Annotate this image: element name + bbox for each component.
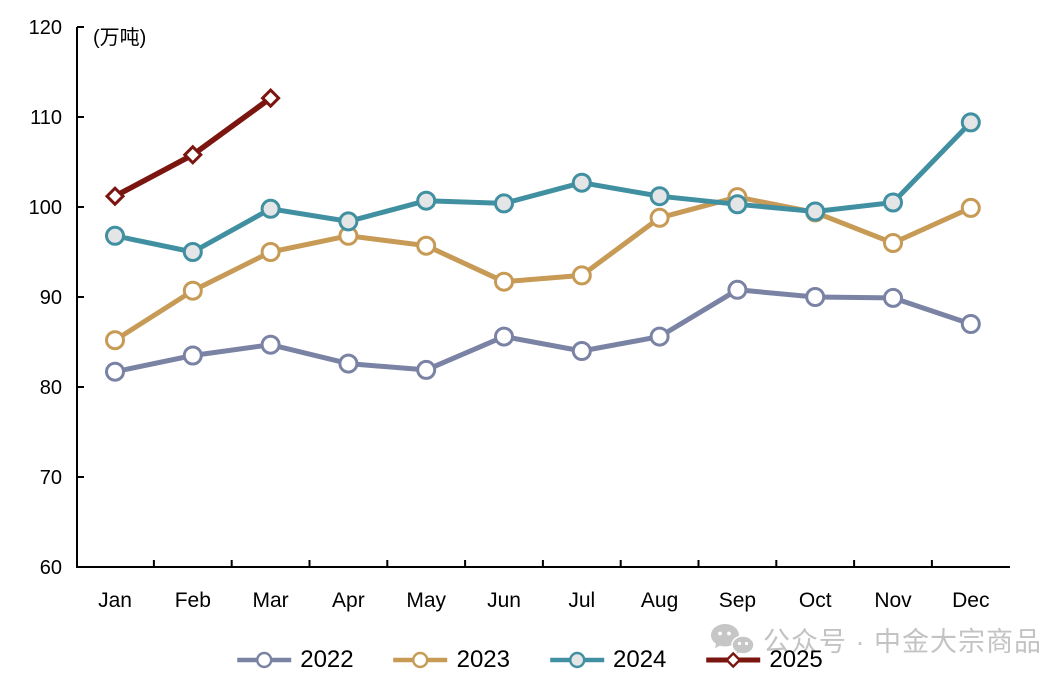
data-point-circle [416, 235, 437, 256]
data-point-circle [568, 651, 586, 669]
x-tick-label: Apr [332, 589, 365, 612]
y-tick-label: 70 [40, 467, 62, 489]
data-point-circle [960, 112, 981, 133]
y-axis-unit-label: (万吨) [93, 26, 146, 49]
data-point-circle [338, 211, 359, 232]
data-point-circle [649, 207, 670, 228]
data-point-circle [260, 198, 281, 219]
x-tick-label: Jul [568, 589, 595, 612]
data-point-circle [105, 330, 125, 351]
data-point-circle [105, 225, 125, 246]
y-tick-label: 100 [29, 197, 62, 219]
data-point-diamond [725, 651, 742, 669]
data-point-circle [338, 353, 359, 374]
x-tick-label: Dec [952, 589, 989, 612]
series-2022 [105, 279, 981, 382]
series-line-2023 [112, 194, 974, 343]
data-point-circle [571, 172, 592, 193]
legend-item-2022: 2022 [235, 646, 354, 673]
data-point-circle [494, 193, 514, 214]
data-point-circle [571, 341, 592, 361]
x-tick-label: Feb [175, 589, 211, 612]
data-point-circle [727, 194, 748, 215]
y-tick-label: 80 [40, 377, 62, 399]
data-point-circle [182, 242, 203, 262]
data-point-circle [571, 265, 592, 286]
data-point-circle [412, 651, 429, 669]
legend: 2022 2023 2024 2025 [235, 648, 823, 672]
x-tick-label: Jun [487, 589, 521, 612]
series-2025 [104, 87, 281, 207]
x-tick-labels: Jan Feb Mar Apr May Jun Jul Aug Sep Oct Nov Dec [98, 589, 989, 612]
x-tick-label: Nov [874, 589, 912, 612]
data-point-circle [494, 326, 514, 347]
series-2023 [105, 187, 981, 351]
legend-label-2025: 2025 [769, 646, 823, 673]
data-point-circle [416, 190, 437, 211]
watermark-text: 公众号 · 中金大宗商品 [763, 627, 1042, 657]
series-line-2024 [112, 119, 974, 255]
data-point-circle [960, 314, 981, 334]
data-point-circle [260, 242, 281, 262]
data-point-circle [182, 345, 203, 366]
data-point-circle [260, 334, 281, 355]
legend-item-2023: 2023 [392, 648, 510, 672]
data-point-diamond [182, 144, 203, 165]
y-ticks [77, 26, 84, 568]
legend-item-2024: 2024 [548, 648, 666, 672]
data-point-circle [416, 359, 437, 380]
x-tick-label: Mar [253, 589, 289, 612]
watermark: 公众号 · 中金大宗商品 [709, 620, 1042, 659]
y-tick-labels: 60 70 80 90 100 110 120 [29, 17, 62, 579]
x-tick-label: Jan [98, 589, 132, 612]
y-tick-label: 90 [40, 287, 62, 309]
data-point-diamond [260, 87, 281, 109]
series-line-2022 [112, 287, 974, 375]
series-2024 [105, 112, 981, 262]
data-point-circle [649, 326, 670, 347]
data-point-circle [883, 287, 903, 308]
x-tick-label: Oct [799, 589, 832, 612]
data-point-diamond [104, 186, 126, 207]
data-point-circle [256, 651, 273, 669]
y-tick-label: 120 [29, 17, 62, 39]
data-point-circle [494, 271, 514, 292]
data-point-circle [182, 280, 203, 301]
data-point-circle [805, 201, 826, 222]
data-point-circle [727, 279, 748, 300]
y-tick-label: 60 [40, 557, 62, 579]
data-point-circle [960, 197, 981, 218]
data-point-circle [805, 287, 826, 307]
x-ticks [152, 560, 933, 567]
legend-label-2022: 2022 [300, 646, 354, 673]
wechat-chat-bubbles-icon [711, 623, 755, 657]
legend-marker-2025-icon [706, 651, 761, 669]
data-point-circle [649, 186, 670, 207]
data-point-circle [105, 361, 125, 382]
legend-marker-2023-icon [393, 651, 448, 669]
data-point-circle [883, 192, 903, 213]
x-tick-label: Aug [641, 589, 678, 612]
legend-label-2023: 2023 [456, 646, 510, 673]
data-point-circle [883, 233, 903, 253]
legend-label-2024: 2024 [613, 646, 667, 673]
x-tick-label: Sep [719, 589, 756, 612]
legend-marker-2024-icon [550, 651, 604, 669]
y-tick-label: 110 [30, 107, 62, 129]
x-tick-label: May [406, 589, 446, 612]
legend-marker-2022-icon [237, 651, 292, 669]
legend-item-2025: 2025 [704, 646, 823, 673]
